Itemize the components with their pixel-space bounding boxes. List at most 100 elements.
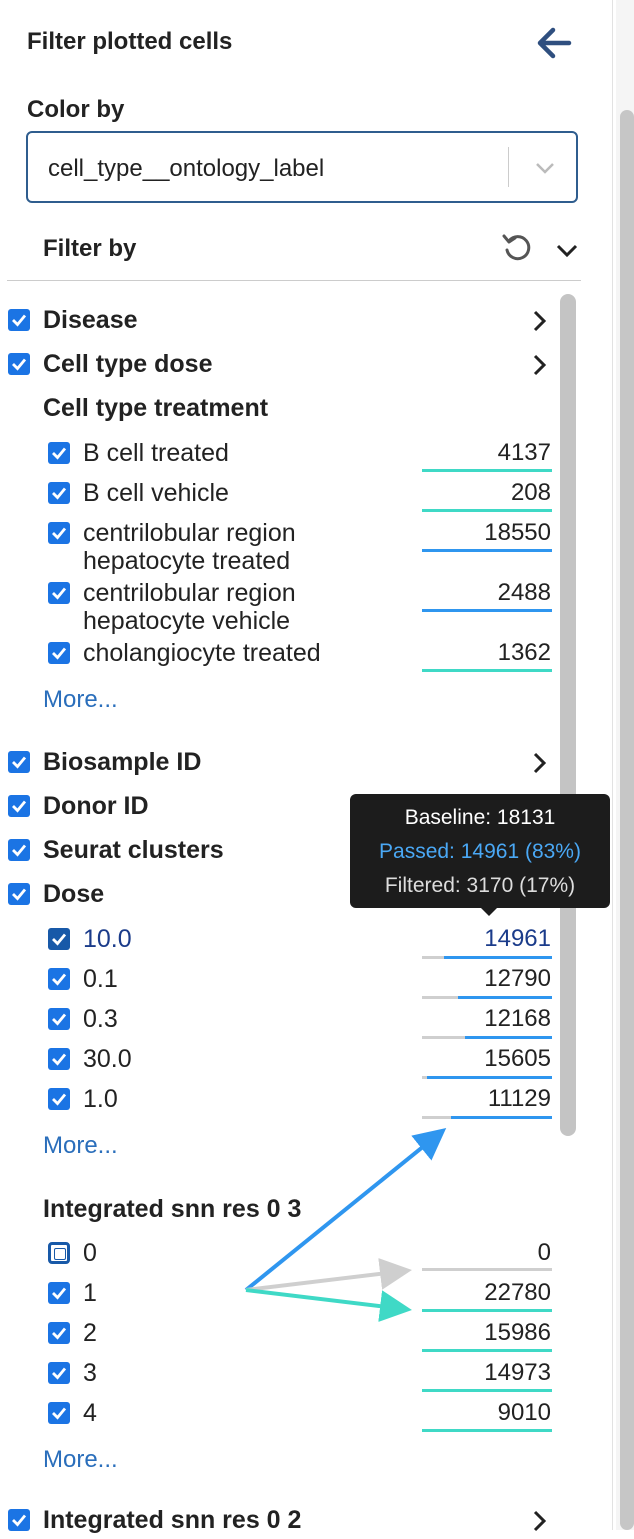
filter-by-label: Filter by bbox=[43, 235, 137, 262]
item-checkbox[interactable] bbox=[48, 1282, 70, 1304]
item-checkbox[interactable] bbox=[48, 1048, 70, 1070]
filtered-arrow bbox=[245, 1257, 412, 1292]
item-count: 4137 bbox=[497, 439, 551, 466]
item-checkbox[interactable] bbox=[48, 442, 70, 464]
passed-bar bbox=[458, 996, 552, 999]
item-label[interactable]: 30.0 bbox=[83, 1045, 132, 1073]
passed-bar bbox=[444, 956, 552, 959]
chevron-down-icon[interactable] bbox=[553, 236, 581, 264]
item-count: 12790 bbox=[484, 965, 551, 992]
count-bar bbox=[422, 669, 552, 672]
item-label[interactable]: centrilobular region bbox=[83, 519, 296, 547]
chevron-right-icon[interactable] bbox=[529, 750, 551, 776]
item-label[interactable]: B cell treated bbox=[83, 439, 229, 467]
item-checkbox[interactable] bbox=[48, 1402, 70, 1424]
item-label-line2[interactable]: hepatocyte vehicle bbox=[83, 607, 291, 635]
item-label[interactable]: 1 bbox=[83, 1279, 97, 1307]
item-count: 14973 bbox=[484, 1359, 551, 1386]
item-checkbox[interactable] bbox=[48, 642, 70, 664]
item-label[interactable]: 3 bbox=[83, 1359, 97, 1387]
passed-bar bbox=[451, 1116, 552, 1119]
count-bar bbox=[422, 509, 552, 512]
color-by-select[interactable]: cell_type__ontology_label bbox=[26, 131, 578, 203]
more-link[interactable]: More... bbox=[43, 686, 118, 713]
color-by-value: cell_type__ontology_label bbox=[48, 155, 325, 182]
group-donor-id[interactable]: Donor ID bbox=[43, 792, 149, 820]
divider bbox=[612, 0, 613, 1530]
group-snn-res-0-2[interactable]: Integrated snn res 0 2 bbox=[43, 1506, 302, 1534]
snn-res-0-3-heading: Integrated snn res 0 3 bbox=[43, 1195, 302, 1223]
count-bar bbox=[422, 1389, 552, 1392]
panel-title: Filter plotted cells bbox=[27, 28, 233, 55]
group-dose[interactable]: Dose bbox=[43, 880, 105, 908]
chevron-right-icon[interactable] bbox=[529, 352, 551, 378]
group-biosample-id[interactable]: Biosample ID bbox=[43, 748, 202, 776]
tooltip-passed: Passed: 14961 (83%) bbox=[379, 840, 581, 863]
item-checkbox[interactable] bbox=[48, 1008, 70, 1030]
snn-res-0-2-checkbox[interactable] bbox=[8, 1509, 30, 1531]
item-label[interactable]: 10.0 bbox=[83, 925, 132, 953]
select-separator bbox=[508, 147, 509, 187]
cell-type-dose-checkbox[interactable] bbox=[8, 353, 30, 375]
count-tooltip: Baseline: 18131 Passed: 14961 (83%) Filt… bbox=[350, 794, 610, 908]
item-count: 2488 bbox=[497, 579, 551, 606]
count-bar bbox=[422, 1309, 552, 1312]
item-checkbox[interactable] bbox=[48, 522, 70, 544]
item-checkbox[interactable] bbox=[48, 968, 70, 990]
item-label[interactable]: 4 bbox=[83, 1399, 97, 1427]
group-disease[interactable]: Disease bbox=[43, 306, 138, 334]
count-bar bbox=[422, 609, 552, 612]
item-count: 12168 bbox=[484, 1005, 551, 1032]
item-checkbox[interactable] bbox=[48, 1242, 70, 1264]
item-label[interactable]: cholangiocyte treated bbox=[83, 639, 321, 667]
count-bar bbox=[422, 1268, 552, 1271]
disease-checkbox[interactable] bbox=[8, 309, 30, 331]
item-count: 9010 bbox=[497, 1399, 551, 1426]
count-bar bbox=[422, 549, 552, 552]
item-checkbox[interactable] bbox=[48, 582, 70, 604]
item-count: 208 bbox=[510, 479, 551, 506]
more-link[interactable]: More... bbox=[43, 1132, 118, 1159]
chevron-down-icon[interactable] bbox=[530, 153, 560, 183]
item-checkbox[interactable] bbox=[48, 1322, 70, 1344]
filter-list-scrollbar[interactable] bbox=[560, 294, 576, 1136]
cell-type-treatment-heading: Cell type treatment bbox=[43, 394, 269, 422]
count-bar bbox=[422, 1429, 552, 1432]
passed-bar bbox=[427, 1076, 552, 1079]
group-cell-type-dose[interactable]: Cell type dose bbox=[43, 350, 213, 378]
count-bar bbox=[422, 1349, 552, 1352]
item-label[interactable]: 1.0 bbox=[83, 1085, 118, 1113]
seurat-clusters-checkbox[interactable] bbox=[8, 839, 30, 861]
biosample-id-checkbox[interactable] bbox=[8, 751, 30, 773]
chevron-right-icon[interactable] bbox=[529, 1508, 551, 1534]
item-count: 22780 bbox=[484, 1279, 551, 1306]
item-checkbox[interactable] bbox=[48, 1088, 70, 1110]
divider bbox=[7, 280, 581, 281]
item-label[interactable]: 0.3 bbox=[83, 1005, 118, 1033]
item-label-line2[interactable]: hepatocyte treated bbox=[83, 547, 291, 575]
item-count: 0 bbox=[537, 1239, 551, 1266]
dose-checkbox[interactable] bbox=[8, 883, 30, 905]
reset-icon[interactable] bbox=[500, 230, 534, 264]
more-link[interactable]: More... bbox=[43, 1446, 118, 1473]
chevron-right-icon[interactable] bbox=[529, 308, 551, 334]
page-scrollbar-thumb[interactable] bbox=[620, 110, 634, 1530]
arrow-left-icon[interactable] bbox=[535, 26, 573, 60]
count-bar bbox=[422, 469, 552, 472]
item-checkbox[interactable] bbox=[48, 482, 70, 504]
unfiltered-arrow bbox=[245, 1288, 412, 1323]
item-label[interactable]: 2 bbox=[83, 1319, 97, 1347]
item-label[interactable]: centrilobular region bbox=[83, 579, 296, 607]
item-checkbox[interactable] bbox=[48, 928, 70, 950]
tooltip-arrow bbox=[479, 906, 499, 916]
item-label[interactable]: 0.1 bbox=[83, 965, 118, 993]
donor-id-checkbox[interactable] bbox=[8, 795, 30, 817]
item-label[interactable]: 0 bbox=[83, 1239, 97, 1267]
item-count: 11129 bbox=[487, 1085, 551, 1112]
item-count: 18550 bbox=[484, 519, 551, 546]
item-label[interactable]: B cell vehicle bbox=[83, 479, 229, 507]
group-seurat-clusters[interactable]: Seurat clusters bbox=[43, 836, 224, 864]
item-checkbox[interactable] bbox=[48, 1362, 70, 1384]
item-count: 1362 bbox=[497, 639, 551, 666]
color-by-label: Color by bbox=[27, 96, 125, 123]
